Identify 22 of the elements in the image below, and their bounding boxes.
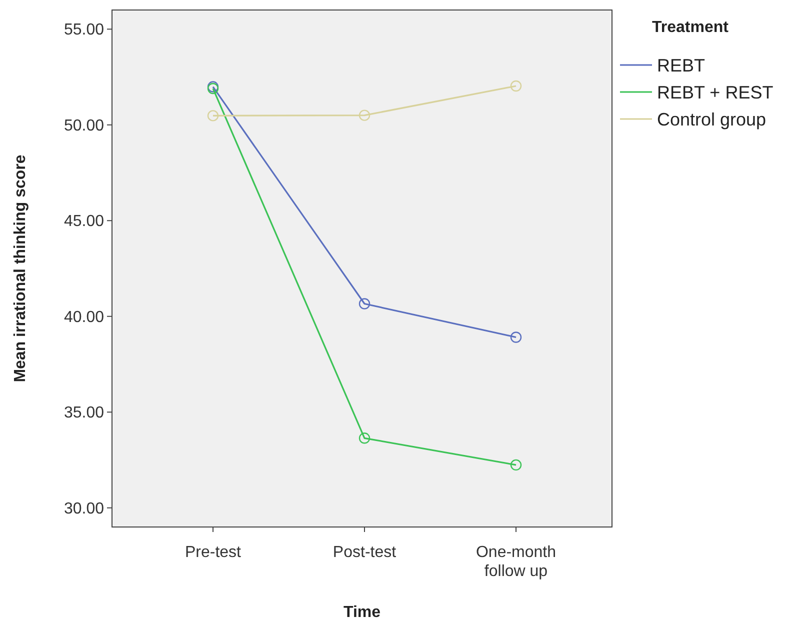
point xyxy=(358,110,370,121)
legend-label: Control group xyxy=(657,109,766,130)
x-axis-title: Time xyxy=(343,604,381,621)
point xyxy=(358,432,370,444)
point xyxy=(510,80,522,92)
point xyxy=(510,332,522,343)
legend-label: REBT xyxy=(657,55,706,76)
point xyxy=(207,110,219,122)
y-tick-label: 45.00 xyxy=(64,213,104,230)
x-tick-label: Post-test xyxy=(332,544,397,561)
legend-label: REBT + REST xyxy=(657,82,774,102)
y-axis-title: Mean irrational thinking score xyxy=(12,154,29,382)
y-tick-label: 35.00 xyxy=(64,404,104,422)
y-tick-label: 30.00 xyxy=(64,500,104,518)
y-tick-label: 55.00 xyxy=(64,22,104,39)
legend-title: Treatment xyxy=(652,19,730,36)
point xyxy=(510,459,522,471)
point xyxy=(358,298,370,310)
y-tick-label: 50.00 xyxy=(64,117,104,134)
x-tick-label: Pre-test xyxy=(184,544,242,561)
x-tick-label: One-month follow up xyxy=(476,544,556,580)
y-tick-label: 40.00 xyxy=(64,308,104,326)
